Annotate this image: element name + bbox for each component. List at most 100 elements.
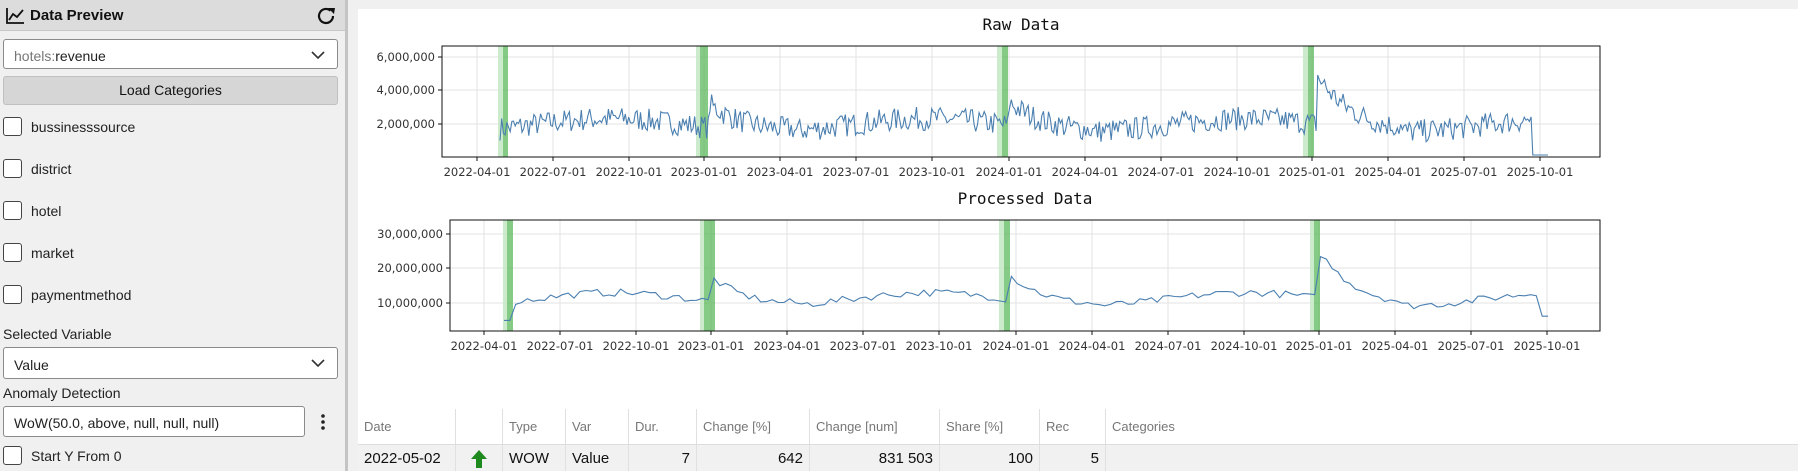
anomaly-band bbox=[1308, 46, 1314, 157]
chart-title: Raw Data bbox=[982, 15, 1059, 34]
cell-change-num: 831 503 bbox=[810, 445, 940, 471]
col-header-duration[interactable]: Dur. bbox=[629, 409, 697, 444]
chevron-down-icon bbox=[311, 51, 325, 60]
col-header-rec[interactable]: Rec bbox=[1040, 409, 1106, 444]
col-header-share[interactable]: Share [%] bbox=[940, 409, 1040, 444]
start-y-from-zero-checkbox[interactable]: Start Y From 0 bbox=[3, 444, 203, 468]
x-tick-label: 2022-07-01 bbox=[527, 339, 594, 353]
chevron-down-icon bbox=[311, 359, 325, 368]
x-tick-label: 2022-10-01 bbox=[596, 165, 663, 179]
series-line bbox=[499, 74, 1548, 156]
sidebar-header: Data Preview bbox=[0, 0, 345, 31]
anomaly-band bbox=[498, 46, 503, 157]
cell-direction bbox=[456, 445, 503, 471]
charts-area: Raw Data 2022-04-01 2022-07-01 2022-10-01 20… bbox=[376, 15, 1601, 353]
category-checkbox-paymentmethod[interactable]: paymentmethod bbox=[3, 283, 333, 307]
anomaly-band bbox=[503, 220, 507, 331]
x-tick-label: 2024-01-01 bbox=[983, 339, 1050, 353]
cell-date: 2022-05-02 bbox=[358, 445, 456, 471]
x-tick-label: 2025-07-01 bbox=[1431, 165, 1498, 179]
x-tick-label: 2025-01-01 bbox=[1286, 339, 1353, 353]
col-header-direction[interactable] bbox=[456, 409, 503, 444]
x-tick-label: 2025-01-01 bbox=[1279, 165, 1346, 179]
category-label: district bbox=[31, 161, 72, 177]
checkbox-box[interactable] bbox=[3, 117, 22, 136]
anomaly-band bbox=[700, 46, 708, 157]
refresh-icon[interactable] bbox=[316, 6, 338, 26]
x-tick-label: 2022-04-01 bbox=[444, 165, 511, 179]
x-tick-label: 2024-01-01 bbox=[976, 165, 1043, 179]
col-header-type[interactable]: Type bbox=[503, 409, 566, 444]
plot-frame bbox=[441, 45, 1601, 158]
panel-splitter[interactable] bbox=[345, 0, 348, 471]
anomaly-detection-value: WoW(50.0, above, null, null, null) bbox=[14, 415, 220, 431]
x-tick-label: 2023-07-01 bbox=[830, 339, 897, 353]
x-tick-label: 2023-04-01 bbox=[754, 339, 821, 353]
anomaly-band bbox=[507, 220, 513, 331]
series-line bbox=[504, 255, 1548, 321]
anomaly-band bbox=[700, 220, 704, 331]
anomaly-band bbox=[999, 220, 1004, 331]
checkbox-box[interactable] bbox=[3, 243, 22, 262]
cell-share: 100 bbox=[940, 445, 1040, 471]
anomaly-band bbox=[696, 46, 700, 157]
col-header-date[interactable]: Date bbox=[358, 409, 456, 444]
y-tick-label: 6,000,000 bbox=[376, 50, 435, 64]
source-select-value: hotels:revenue bbox=[14, 48, 106, 64]
load-categories-button[interactable]: Load Categories bbox=[3, 76, 338, 105]
x-tick-label: 2023-01-01 bbox=[671, 165, 738, 179]
x-tick-label: 2023-07-01 bbox=[823, 165, 890, 179]
x-tick-label: 2024-04-01 bbox=[1059, 339, 1126, 353]
anomaly-band bbox=[1314, 220, 1320, 331]
category-label: hotel bbox=[31, 203, 62, 219]
anomaly-band bbox=[997, 46, 1002, 157]
x-tick-label: 2022-07-01 bbox=[520, 165, 587, 179]
x-tick-label: 2023-10-01 bbox=[899, 165, 966, 179]
plot-frame bbox=[449, 219, 1601, 332]
checkbox-box[interactable] bbox=[3, 201, 22, 220]
x-tick-label: 2024-07-01 bbox=[1135, 339, 1202, 353]
checkbox-box[interactable] bbox=[3, 285, 22, 304]
category-checkbox-district[interactable]: district bbox=[3, 157, 333, 181]
x-tick-label: 2025-07-01 bbox=[1438, 339, 1505, 353]
source-select[interactable]: hotels:revenue bbox=[3, 39, 338, 69]
kebab-menu-icon[interactable] bbox=[318, 412, 328, 432]
anomaly-detection-input[interactable]: WoW(50.0, above, null, null, null) bbox=[3, 406, 305, 437]
x-tick-label: 2025-10-01 bbox=[1514, 339, 1581, 353]
y-tick-label: 10,000,000 bbox=[377, 296, 443, 310]
col-header-categories[interactable]: Categories bbox=[1112, 419, 1175, 434]
col-header-var[interactable]: Var bbox=[566, 409, 629, 444]
category-checkbox-bussinesssource[interactable]: bussinesssource bbox=[3, 115, 333, 139]
x-tick-label: 2022-04-01 bbox=[451, 339, 518, 353]
x-tick-label: 2024-07-01 bbox=[1128, 165, 1195, 179]
variable-select[interactable]: Value bbox=[3, 347, 338, 379]
sidebar: Data Preview hotels:revenue Load Categor… bbox=[0, 0, 345, 471]
x-tick-label: 2025-10-01 bbox=[1507, 165, 1574, 179]
cell-type: WOW bbox=[503, 445, 566, 471]
col-header-change-num[interactable]: Change [num] bbox=[810, 409, 940, 444]
cell-change-pct: 642 bbox=[697, 445, 810, 471]
y-tick-label: 20,000,000 bbox=[377, 261, 443, 275]
line-chart-icon bbox=[6, 8, 24, 24]
col-header-change-pct[interactable]: Change [%] bbox=[697, 409, 810, 444]
x-tick-label: 2023-04-01 bbox=[747, 165, 814, 179]
checkbox-box[interactable] bbox=[3, 159, 22, 178]
start-y-label: Start Y From 0 bbox=[31, 448, 122, 464]
cell-duration: 7 bbox=[629, 445, 697, 471]
anomaly-table: Date Type Var Dur. Change [%] Change [nu… bbox=[358, 409, 1798, 471]
table-header-row: Date Type Var Dur. Change [%] Change [nu… bbox=[358, 409, 1798, 444]
x-tick-label: 2024-10-01 bbox=[1211, 339, 1278, 353]
anomaly-band bbox=[1004, 220, 1010, 331]
x-tick-label: 2025-04-01 bbox=[1362, 339, 1429, 353]
anomaly-detection-label: Anomaly Detection bbox=[3, 385, 121, 401]
category-label: bussinesssource bbox=[31, 119, 136, 135]
main-panel: Raw Data 2022-04-01 2022-07-01 2022-10-01 20… bbox=[358, 9, 1798, 471]
x-tick-label: 2023-10-01 bbox=[906, 339, 973, 353]
y-tick-label: 30,000,000 bbox=[377, 227, 443, 241]
category-checkbox-hotel[interactable]: hotel bbox=[3, 199, 333, 223]
checkbox-box[interactable] bbox=[3, 446, 22, 465]
x-tick-label: 2024-10-01 bbox=[1204, 165, 1271, 179]
category-checkbox-market[interactable]: market bbox=[3, 241, 333, 265]
table-row[interactable]: 2022-05-02 WOW Value 7 642 831 503 100 5 bbox=[358, 444, 1798, 471]
